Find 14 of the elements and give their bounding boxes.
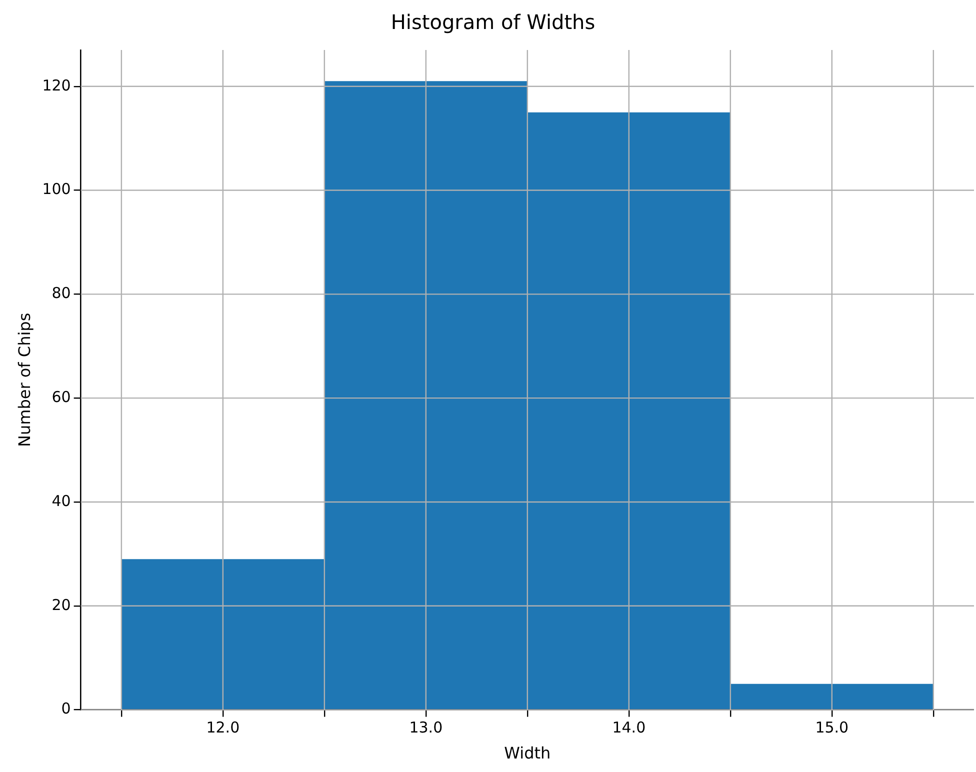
y-tick-label: 60: [52, 388, 71, 406]
x-tick-label: 12.0: [206, 718, 240, 737]
x-tick-label: 14.0: [612, 718, 646, 737]
y-tick-label: 100: [42, 180, 71, 198]
y-tick-label: 80: [52, 284, 71, 302]
x-tick-label: 15.0: [815, 718, 849, 737]
y-tick-label: 120: [42, 76, 71, 94]
y-tick-label: 40: [52, 492, 71, 510]
y-axis-title: Number of Chips: [14, 312, 34, 447]
x-tick-label: 13.0: [409, 718, 443, 737]
x-axis-title: Width: [504, 744, 551, 763]
y-tick-label: 20: [52, 596, 71, 614]
y-tick-label: 0: [61, 700, 71, 718]
chart-title: Histogram of Widths: [390, 10, 596, 34]
